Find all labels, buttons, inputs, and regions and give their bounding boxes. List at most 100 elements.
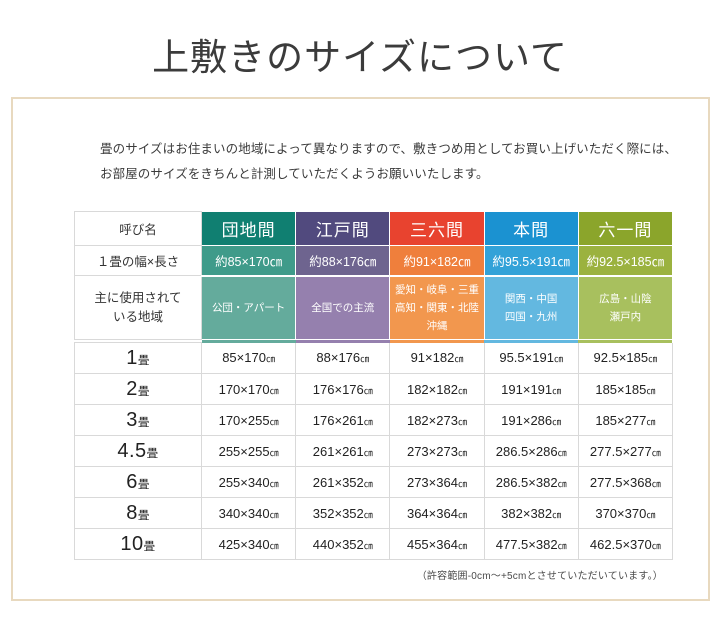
size-unit: ㎝ bbox=[553, 354, 563, 365]
size-cell: 182×273㎝ bbox=[389, 404, 485, 436]
size-unit: ㎝ bbox=[552, 385, 562, 396]
size-value: 92.5×185 bbox=[593, 350, 649, 366]
table-row-regions: 主に使用されて いる地域 公団・アパート 全国での主流 愛知・岐阜・三重 高知・関東・北陸… bbox=[74, 274, 673, 340]
strip-5 bbox=[578, 339, 673, 343]
size-unit: ㎝ bbox=[363, 385, 373, 396]
size-cell: 91×182㎝ bbox=[389, 342, 485, 374]
size-unit: ㎝ bbox=[360, 354, 370, 365]
size-value: 277.5×368 bbox=[589, 474, 652, 490]
region-list-2: 全国での主流 bbox=[295, 274, 391, 340]
intro-line-2: お部屋のサイズをきちんと計測していただくようお願いいたします。 bbox=[100, 167, 489, 181]
size-cell: 425×340㎝ bbox=[200, 528, 297, 560]
tatami-unit: 畳 bbox=[143, 540, 156, 553]
table-row: 8畳 340×340㎝ 352×352㎝ 364×364㎝ 382×382㎝ 370×37… bbox=[74, 497, 673, 529]
size-cell: 440×352㎝ bbox=[295, 528, 391, 560]
size-value: 185×185 bbox=[595, 381, 647, 397]
size-cell: 286.5×286㎝ bbox=[483, 435, 579, 467]
size-cell: 352×352㎝ bbox=[295, 497, 391, 529]
region-list-1: 公団・アパート bbox=[200, 274, 297, 340]
size-unit: ㎝ bbox=[457, 509, 467, 520]
table-body: 呼び名 団地間 江戸間 三六間 本間 六一間 １畳の幅×長さ 約85×170㎝ 約88×176㎝… bbox=[74, 211, 673, 560]
size-unit: ㎝ bbox=[651, 478, 661, 489]
region-line: 全国での主流 bbox=[311, 301, 375, 314]
tatami-unit: 畳 bbox=[137, 509, 150, 522]
tolerance-footnote: （許容範囲-0cm〜+5cmとさせていただいています。） bbox=[416, 571, 663, 582]
content-frame: 畳のサイズはお住まいの地域によって異なりますので、敷きつめ用としてお買い上げいた… bbox=[11, 97, 710, 601]
region-line: 瀬戸内 bbox=[609, 310, 642, 323]
size-cell: 191×286㎝ bbox=[483, 404, 579, 436]
single-size-value-1: 約85×170㎝ bbox=[200, 245, 297, 276]
size-unit: ㎝ bbox=[363, 447, 373, 458]
size-value: 364×364 bbox=[406, 505, 458, 521]
table-row: 3畳 170×255㎝ 176×261㎝ 182×273㎝ 191×286㎝ 185×27… bbox=[74, 404, 673, 436]
size-value: 95.5×191 bbox=[499, 350, 554, 366]
table-row: 10畳 425×340㎝ 440×352㎝ 455×364㎝ 477.5×382㎝ 462… bbox=[74, 528, 673, 560]
size-unit: ㎝ bbox=[269, 509, 279, 520]
single-size-value-3: 約91×182㎝ bbox=[389, 245, 485, 276]
tatami-size-table: 呼び名 団地間 江戸間 三六間 本間 六一間 １畳の幅×長さ 約85×170㎝ 約88×176㎝… bbox=[74, 211, 673, 560]
size-unit: ㎝ bbox=[269, 416, 279, 427]
size-unit: ㎝ bbox=[269, 478, 279, 489]
tatami-count: 3 bbox=[126, 408, 138, 431]
size-cell: 170×170㎝ bbox=[200, 373, 297, 405]
table-row: 2畳 170×170㎝ 176×176㎝ 182×182㎝ 191×191㎝ 185×18… bbox=[74, 373, 673, 405]
size-value: 455×364 bbox=[406, 536, 458, 552]
intro-line-1: 畳のサイズはお住まいの地域によって異なりますので、敷きつめ用としてお買い上げいた… bbox=[100, 142, 677, 156]
region-line: 四国・九州 bbox=[504, 310, 558, 323]
table-row: 4.5畳 255×255㎝ 261×261㎝ 273×273㎝ 286.5×286㎝ 27… bbox=[74, 435, 673, 467]
size-unit: ㎝ bbox=[646, 416, 656, 427]
size-cell: 277.5×368㎝ bbox=[577, 466, 673, 498]
size-cell: 477.5×382㎝ bbox=[483, 528, 579, 560]
row-label-tatami-count: 4.5畳 bbox=[74, 435, 202, 467]
size-cell: 88×176㎝ bbox=[295, 342, 391, 374]
size-value: 273×273 bbox=[406, 443, 458, 459]
size-unit: ㎝ bbox=[363, 540, 373, 551]
tatami-count: 8 bbox=[126, 501, 138, 524]
column-header-5: 六一間 bbox=[577, 211, 673, 246]
size-value: 462.5×370 bbox=[589, 536, 652, 552]
size-value: 261×352 bbox=[312, 474, 364, 490]
column-header-4: 本間 bbox=[483, 211, 579, 246]
size-value: 185×277 bbox=[595, 412, 647, 428]
size-cell: 191×191㎝ bbox=[483, 373, 579, 405]
size-unit: ㎝ bbox=[557, 478, 567, 489]
row-label-tatami-count: 2畳 bbox=[74, 373, 202, 405]
size-value: 255×255 bbox=[218, 443, 270, 459]
region-line: 高知・関東・北陸 bbox=[394, 301, 479, 314]
size-cell: 170×255㎝ bbox=[200, 404, 297, 436]
intro-paragraph: 畳のサイズはお住まいの地域によって異なりますので、敷きつめ用としてお買い上げいた… bbox=[100, 137, 677, 187]
region-list-4: 関西・中国 四国・九州 bbox=[483, 274, 579, 340]
size-cell: 462.5×370㎝ bbox=[577, 528, 673, 560]
size-cell: 340×340㎝ bbox=[200, 497, 297, 529]
strip-spacer bbox=[74, 339, 202, 343]
size-unit: ㎝ bbox=[457, 385, 467, 396]
row-label-tatami-count: 10畳 bbox=[74, 528, 202, 560]
size-unit: ㎝ bbox=[457, 478, 467, 489]
size-value: 176×176 bbox=[312, 381, 364, 397]
size-value: 91×182 bbox=[410, 350, 455, 366]
size-unit: ㎝ bbox=[557, 540, 567, 551]
size-value: 191×191 bbox=[501, 381, 553, 397]
size-unit: ㎝ bbox=[457, 540, 467, 551]
row-label-tatami-count: 1畳 bbox=[74, 342, 202, 374]
size-unit: ㎝ bbox=[265, 354, 275, 365]
size-value: 88×176 bbox=[316, 350, 361, 366]
tatami-count: 6 bbox=[126, 470, 138, 493]
strip-3 bbox=[389, 339, 485, 343]
tatami-unit: 畳 bbox=[137, 354, 150, 367]
size-cell: 255×255㎝ bbox=[200, 435, 297, 467]
tatami-unit: 畳 bbox=[137, 416, 150, 429]
column-color-strip bbox=[74, 339, 673, 343]
table-row-single-size: １畳の幅×長さ 約85×170㎝ 約88×176㎝ 約91×182㎝ 約95.5×191… bbox=[74, 245, 673, 276]
size-cell: 95.5×191㎝ bbox=[483, 342, 579, 374]
size-cell: 273×273㎝ bbox=[389, 435, 485, 467]
tatami-count: 1 bbox=[126, 346, 138, 369]
size-value: 477.5×382 bbox=[495, 536, 558, 552]
size-unit: ㎝ bbox=[552, 416, 562, 427]
size-value: 277.5×277 bbox=[589, 443, 652, 459]
size-cell: 261×261㎝ bbox=[295, 435, 391, 467]
size-unit: ㎝ bbox=[557, 447, 567, 458]
row-label-tatami-count: 3畳 bbox=[74, 404, 202, 436]
size-value: 182×273 bbox=[406, 412, 458, 428]
single-size-value-2: 約88×176㎝ bbox=[295, 245, 391, 276]
